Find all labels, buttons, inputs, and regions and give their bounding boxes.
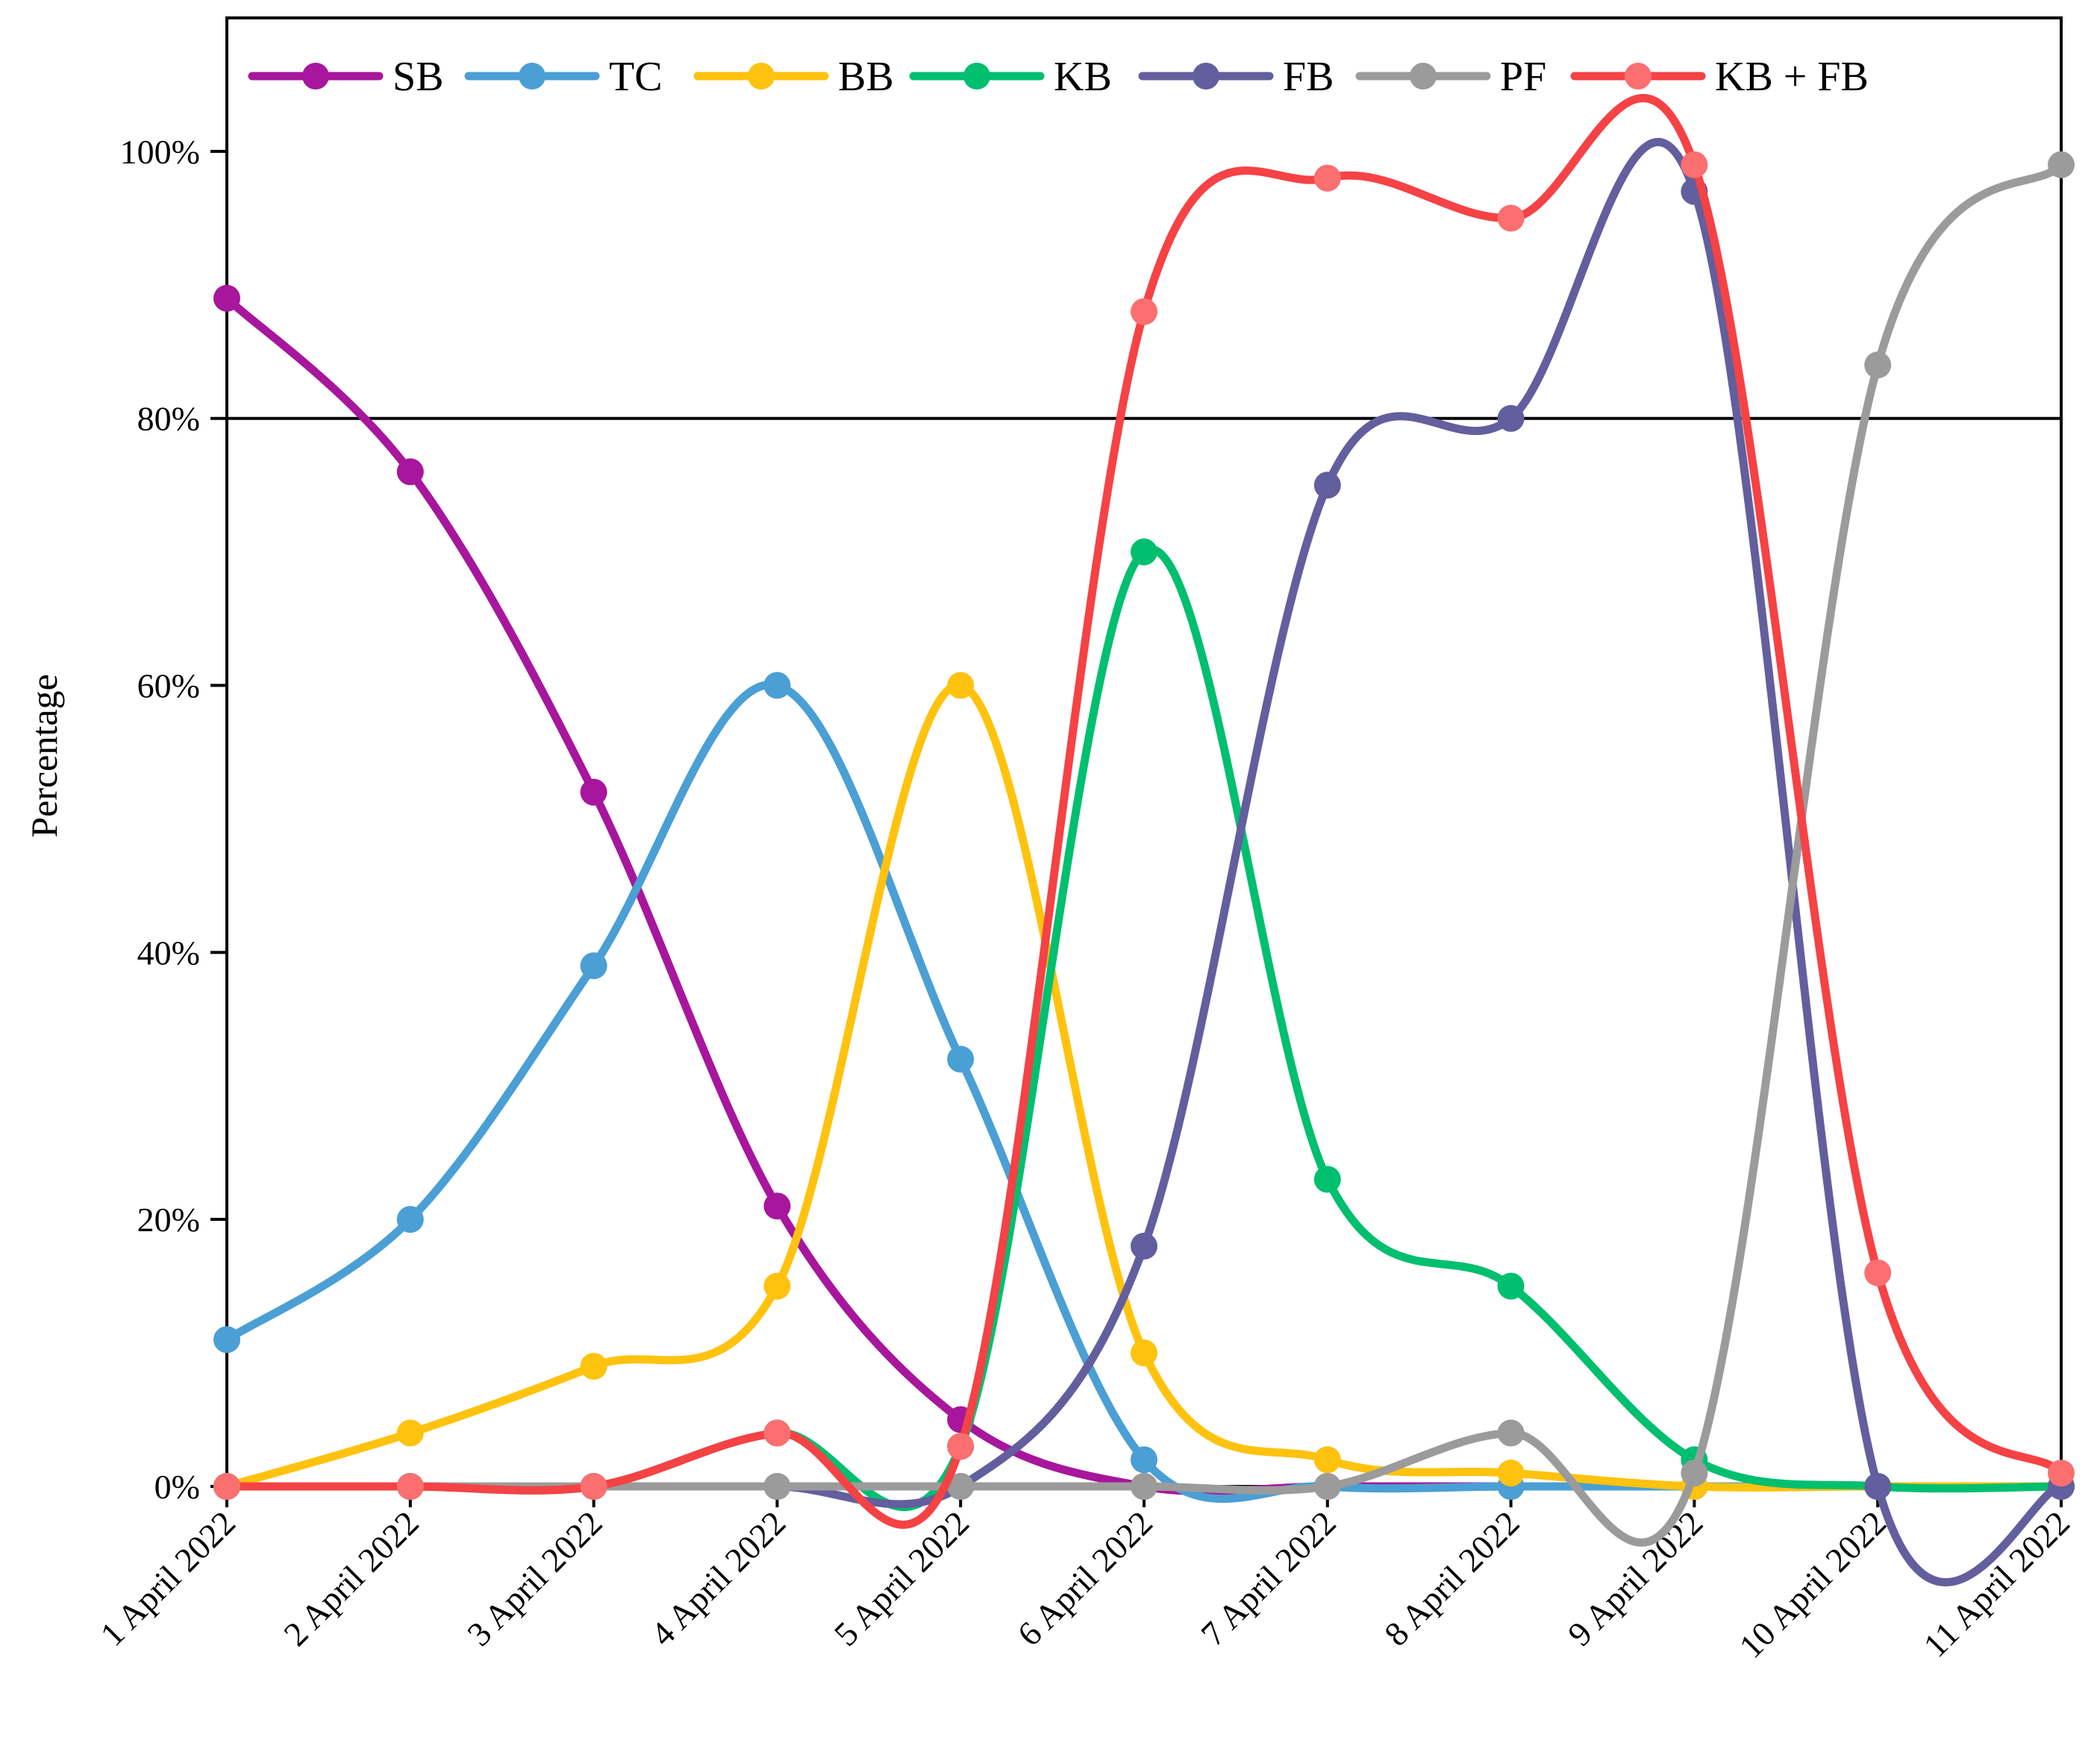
legend-item-fb[interactable]: FB xyxy=(1138,54,1334,100)
data-point-bb[interactable] xyxy=(580,1352,607,1380)
legend-label: FB xyxy=(1283,54,1334,100)
x-tick-label: 1 April 2022 xyxy=(93,1504,243,1654)
x-tick-label: 10 April 2022 xyxy=(1731,1504,1893,1666)
data-point-bb[interactable] xyxy=(396,1419,424,1447)
data-point-kb-fb[interactable] xyxy=(580,1473,607,1500)
legend-label: SB xyxy=(393,54,444,100)
series-layer xyxy=(213,94,2075,1586)
legend-swatch-marker xyxy=(963,63,990,90)
data-point-pf[interactable] xyxy=(1131,1473,1157,1500)
legend-swatch-marker xyxy=(1625,63,1651,90)
data-point-bb[interactable] xyxy=(763,1272,791,1300)
x-tick-label: 6 April 2022 xyxy=(1010,1504,1160,1654)
legend-item-sb[interactable]: SB xyxy=(248,54,444,100)
data-point-kb[interactable] xyxy=(1313,1166,1341,1193)
data-point-sb[interactable] xyxy=(763,1192,791,1220)
data-point-sb[interactable] xyxy=(213,284,240,312)
data-point-kb-fb[interactable] xyxy=(1681,151,1708,178)
data-point-fb[interactable] xyxy=(1131,1232,1157,1260)
data-point-kb-fb[interactable] xyxy=(1864,1259,1892,1286)
data-point-fb[interactable] xyxy=(1313,472,1341,499)
data-point-pf[interactable] xyxy=(1681,1460,1708,1487)
legend-item-bb[interactable]: BB xyxy=(693,54,894,100)
x-tick-label: 2 April 2022 xyxy=(276,1504,426,1654)
legend-item-tc[interactable]: TC xyxy=(464,54,663,100)
series-line-kb-fb xyxy=(222,94,2066,1529)
legend-label: KB + FB xyxy=(1715,54,1869,100)
data-point-kb[interactable] xyxy=(1497,1272,1525,1300)
data-point-tc[interactable] xyxy=(763,672,791,699)
x-tick-label: 9 April 2022 xyxy=(1560,1504,1710,1654)
data-point-kb-fb[interactable] xyxy=(947,1433,975,1460)
data-point-kb-fb[interactable] xyxy=(2048,1460,2075,1487)
data-point-pf[interactable] xyxy=(2048,151,2075,178)
series-kb-fb xyxy=(213,94,2075,1529)
legend-swatch-marker xyxy=(1193,63,1219,90)
x-tick-label: 3 April 2022 xyxy=(460,1504,610,1654)
data-point-sb[interactable] xyxy=(580,778,607,806)
data-point-kb-fb[interactable] xyxy=(1313,164,1341,192)
data-point-kb-fb[interactable] xyxy=(1497,204,1525,232)
data-point-bb[interactable] xyxy=(1313,1446,1341,1474)
data-point-pf[interactable] xyxy=(1864,351,1892,379)
data-point-kb[interactable] xyxy=(1131,538,1157,566)
legend-label: TC xyxy=(609,54,663,100)
data-point-tc[interactable] xyxy=(1131,1446,1157,1474)
legend-item-pf[interactable]: PF xyxy=(1355,54,1546,100)
data-point-tc[interactable] xyxy=(213,1326,240,1354)
legend-label: PF xyxy=(1500,54,1546,100)
data-point-tc[interactable] xyxy=(396,1206,424,1233)
legend-label: KB xyxy=(1054,54,1112,100)
x-tick-label: 4 April 2022 xyxy=(643,1504,793,1654)
data-point-bb[interactable] xyxy=(1131,1339,1157,1367)
series-pf xyxy=(213,151,2075,1547)
legend-label: BB xyxy=(838,54,894,100)
data-point-kb-fb[interactable] xyxy=(213,1473,240,1500)
y-tick-label: 40% xyxy=(137,933,200,972)
y-tick-label: 60% xyxy=(137,667,200,705)
series-line-sb xyxy=(222,294,2066,1496)
data-point-bb[interactable] xyxy=(1497,1460,1525,1487)
x-tick-label: 7 April 2022 xyxy=(1193,1504,1343,1654)
data-point-tc[interactable] xyxy=(947,1045,975,1073)
data-point-bb[interactable] xyxy=(947,672,975,699)
y-axis-title: Percentage xyxy=(23,674,65,837)
legend: SB TC BB KB FB PF KB + FB xyxy=(248,54,1869,100)
data-point-tc[interactable] xyxy=(580,952,607,980)
legend-item-kb-fb[interactable]: KB + FB xyxy=(1570,54,1869,100)
data-point-kb-fb[interactable] xyxy=(396,1473,424,1500)
y-tick-label: 80% xyxy=(137,400,200,438)
data-point-pf[interactable] xyxy=(1497,1419,1525,1447)
axes-layer: 0% 20% 40% 60% 80% 100% 1 April 2022 2 April 20… xyxy=(93,16,2077,1666)
legend-swatch-marker xyxy=(748,63,775,90)
legend-swatch-marker xyxy=(519,63,546,90)
legend-swatch-marker xyxy=(1410,63,1437,90)
data-point-fb[interactable] xyxy=(1864,1473,1892,1500)
data-point-kb-fb[interactable] xyxy=(1131,298,1157,325)
data-point-pf[interactable] xyxy=(947,1473,975,1500)
legend-item-kb[interactable]: KB xyxy=(909,54,1112,100)
data-point-pf[interactable] xyxy=(763,1473,791,1500)
y-tick-label: 20% xyxy=(137,1201,200,1239)
data-point-pf[interactable] xyxy=(1313,1473,1341,1500)
y-tick-label: 100% xyxy=(120,133,200,171)
plot-frame xyxy=(225,16,2063,1488)
legend-swatch-marker xyxy=(302,63,329,90)
x-tick-label: 8 April 2022 xyxy=(1377,1504,1527,1654)
data-point-sb[interactable] xyxy=(396,458,424,486)
y-tick-label: 0% xyxy=(154,1468,200,1506)
data-point-kb-fb[interactable] xyxy=(763,1419,791,1447)
data-point-fb[interactable] xyxy=(1497,404,1525,432)
